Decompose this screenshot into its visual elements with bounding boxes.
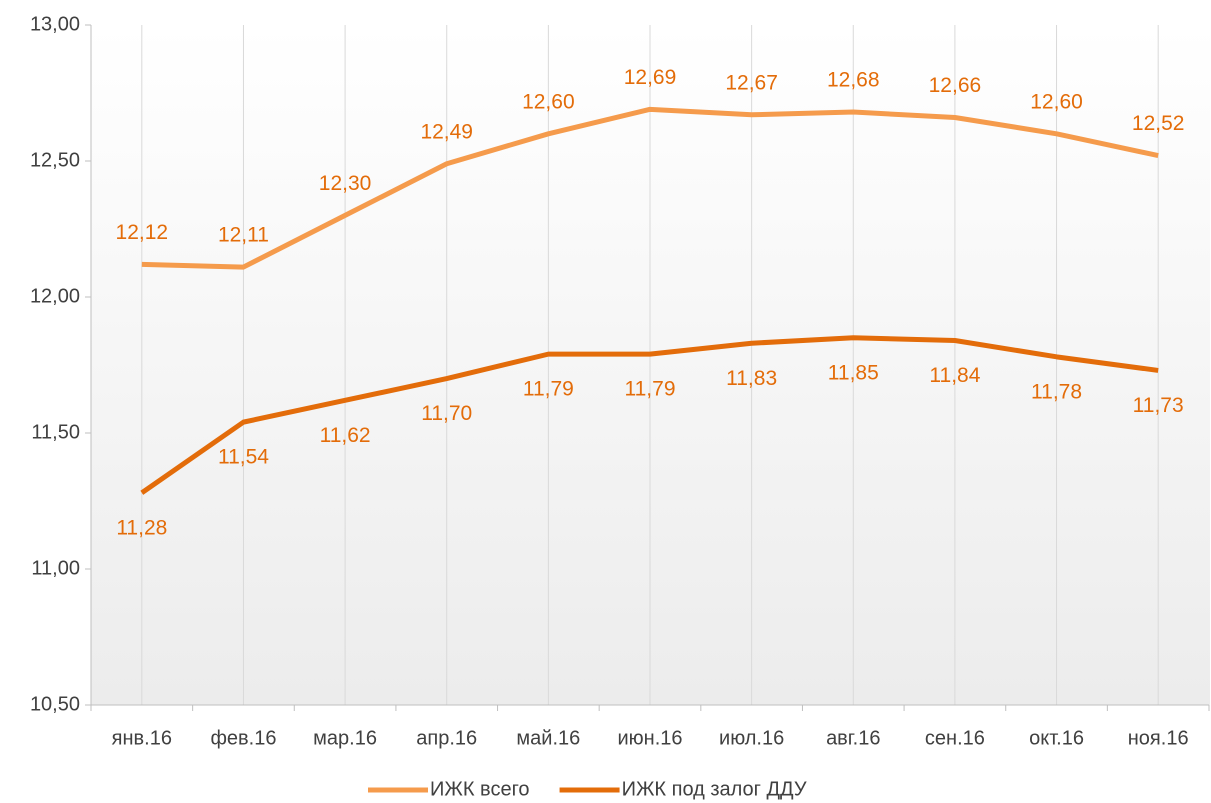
legend-label: ИЖК всего [430, 778, 530, 800]
x-tick-label: фев.16 [210, 727, 276, 749]
x-tick-label: янв.16 [112, 727, 172, 749]
data-label: 12,69 [624, 66, 677, 89]
data-label: 11,79 [523, 378, 574, 401]
x-tick-label: окт.16 [1029, 727, 1084, 749]
data-label: 12,60 [522, 90, 575, 113]
x-tick-label: июн.16 [617, 727, 682, 749]
y-tick-label: 11,00 [31, 557, 80, 579]
data-label: 11,84 [929, 364, 980, 387]
x-tick-label: май.16 [516, 727, 580, 749]
data-label: 12,67 [725, 71, 778, 94]
data-label: 11,28 [116, 516, 167, 539]
data-label: 11,73 [1133, 394, 1184, 417]
y-tick-label: 11,50 [31, 421, 80, 443]
data-label: 11,85 [828, 361, 879, 384]
data-label: 11,54 [218, 446, 269, 469]
series-line [140, 335, 1159, 495]
y-tick-label: 13,00 [30, 13, 80, 35]
data-label: 11,70 [421, 402, 472, 425]
data-label: 12,60 [1030, 90, 1083, 113]
x-tick-label: апр.16 [416, 727, 477, 749]
x-tick-label: июл.16 [719, 727, 784, 749]
data-label: 11,83 [726, 367, 777, 390]
y-tick-label: 12,50 [30, 149, 80, 171]
y-tick-label: 12,00 [30, 285, 80, 307]
data-label: 12,66 [929, 74, 982, 97]
y-tick-label: 10,50 [30, 693, 80, 715]
data-label: 12,68 [827, 69, 880, 92]
data-label: 12,52 [1132, 112, 1185, 135]
x-tick-label: мар.16 [313, 727, 377, 749]
data-label: 12,11 [218, 224, 269, 247]
x-tick-label: сен.16 [925, 727, 985, 749]
x-tick-label: авг.16 [826, 727, 880, 749]
legend-label: ИЖК под залог ДДУ [622, 778, 807, 800]
data-label: 11,79 [625, 378, 676, 401]
data-label: 11,78 [1031, 380, 1082, 403]
data-label: 12,30 [319, 172, 372, 195]
series-line [141, 106, 1159, 270]
data-label: 12,12 [116, 221, 169, 244]
x-tick-label: ноя.16 [1128, 727, 1189, 749]
data-label: 12,49 [420, 120, 473, 143]
data-label: 11,62 [320, 424, 371, 447]
